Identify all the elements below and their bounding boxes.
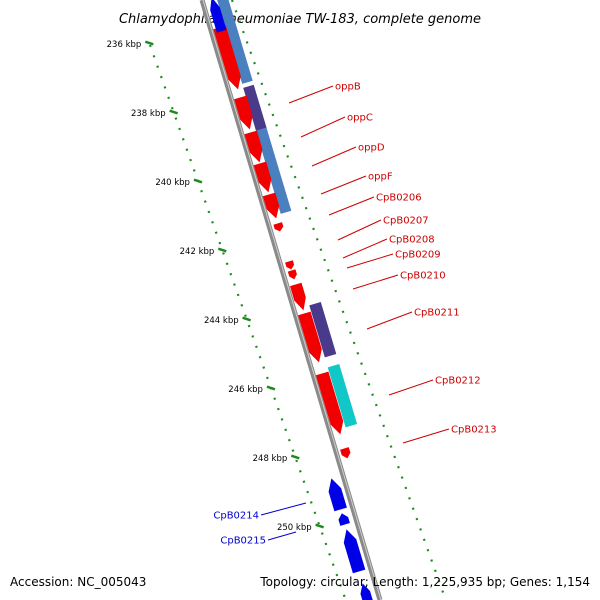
label-leader-line: [342, 238, 388, 259]
ruler-ticks: 236 kbp 238 kbp 240 kbp 242 kbp 244 kbp 246 k…: [107, 40, 324, 533]
ruler-tick: [290, 454, 300, 460]
gene-label-cpb0215: CpB0215: [220, 536, 266, 547]
label-leader-line: [388, 379, 434, 396]
label-leader-line: [346, 253, 394, 269]
gene-track: [210, 0, 373, 600]
gene-label-cpb0210: CpB0210: [400, 271, 446, 282]
ruler-tick-label: 240 kbp: [155, 178, 190, 188]
forward-gene-arrow: [287, 269, 297, 280]
gene-label-cpb0214: CpB0214: [213, 511, 259, 522]
feature-block: [309, 302, 337, 358]
gene-label-cpb0213: CpB0213: [451, 425, 497, 436]
gene-label-cpb0212: CpB0212: [435, 376, 481, 387]
map-title: Chlamydophila pneumoniae TW-183, complet…: [119, 12, 481, 27]
ruler-tick-label: 248 kbp: [253, 454, 288, 464]
gene-label-oppb: oppB: [335, 82, 361, 93]
ruler-tick: [144, 40, 154, 46]
genome-backbone: [199, 0, 383, 600]
reverse-gene-arrow: [328, 478, 347, 512]
forward-gene-arrow: [234, 95, 253, 130]
ruler-tick: [193, 178, 203, 184]
ruler-tick: [217, 247, 227, 253]
feature-block: [217, 0, 253, 84]
feature-track: [217, 0, 358, 428]
gene-label-cpb0206: CpB0206: [376, 193, 422, 204]
feature-block: [327, 364, 358, 428]
ruler-track-inner: [230, 0, 447, 599]
accession-text: Accession: NC_005043: [10, 575, 146, 589]
ruler-tick: [169, 109, 178, 115]
feature-block: [243, 84, 267, 131]
genome-backbone-highlight: [202, 0, 382, 600]
forward-gene-arrow: [315, 371, 344, 435]
label-leader-line: [366, 311, 413, 330]
ruler-tick: [266, 385, 276, 391]
gene-label-cpb0208: CpB0208: [389, 235, 435, 246]
forward-gene-arrow: [340, 447, 351, 459]
gene-label-oppc: oppC: [347, 113, 373, 124]
gene-label-oppf: oppF: [368, 172, 393, 183]
ruler-tick-label: 236 kbp: [107, 40, 142, 50]
forward-gene-arrow: [262, 192, 280, 219]
label-leader-line: [337, 219, 382, 241]
ruler-tick-label: 246 kbp: [228, 385, 263, 395]
ruler-tick-label: 242 kbp: [180, 247, 215, 257]
forward-gene-arrow: [273, 222, 284, 232]
label-leader-line: [288, 85, 334, 104]
ruler-tick-label: 238 kbp: [131, 109, 166, 119]
forward-gene-arrow: [290, 282, 306, 311]
gene-labels: oppB oppC oppD oppF CpB0206 CpB0207 CpB0208 CpB…: [213, 82, 496, 547]
forward-gene-arrow: [253, 161, 272, 193]
reverse-gene-arrow: [210, 0, 227, 33]
label-leader-line: [300, 116, 346, 138]
reverse-gene-arrow: [360, 583, 373, 600]
forward-gene-arrow: [244, 130, 263, 163]
gene-label-cpb0207: CpB0207: [383, 216, 429, 227]
reverse-gene-arrow: [338, 513, 350, 526]
ruler-tick-label: 250 kbp: [277, 523, 312, 533]
label-leader-line: [260, 502, 307, 516]
forward-gene-arrow: [285, 260, 295, 270]
forward-gene-arrow: [213, 25, 241, 90]
reverse-gene-arrow: [343, 529, 366, 574]
ruler-tick-label: 244 kbp: [204, 316, 239, 326]
label-leader-line: [320, 175, 367, 195]
feature-block: [255, 127, 292, 214]
label-leader-line: [328, 196, 375, 216]
forward-gene-arrow: [298, 311, 322, 363]
gene-label-oppd: oppD: [358, 143, 385, 154]
label-leader-line: [402, 428, 450, 444]
label-leader-line: [352, 274, 399, 290]
label-leader-line: [267, 531, 297, 541]
ruler-tick: [242, 316, 251, 322]
label-leader-line: [311, 146, 357, 167]
ruler-tick: [315, 523, 324, 529]
genome-summary: Topology: circular; Length: 1,225,935 bp…: [259, 575, 590, 589]
gene-label-cpb0209: CpB0209: [395, 250, 441, 261]
gene-label-cpb0211: CpB0211: [414, 308, 460, 319]
